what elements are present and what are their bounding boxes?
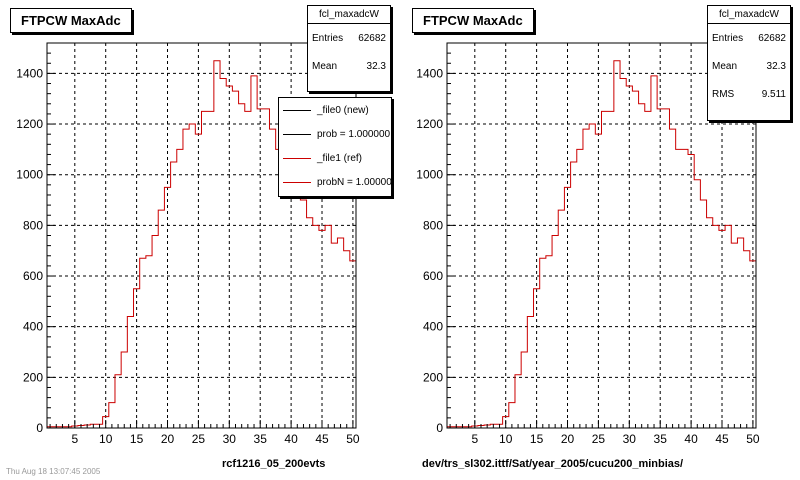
left-x-tick-label-5: 5	[71, 432, 78, 446]
right-histogram-series-0	[446, 60, 757, 428]
right-x-tick-label-15: 15	[530, 432, 544, 446]
left-stats-mean-value: 32.3	[366, 60, 386, 72]
left-x-tick-label-45: 45	[315, 432, 329, 446]
left-legend: _file0 (new) prob = 1.000000 _file1 (ref…	[278, 97, 392, 197]
right-stats-mean-value: 32.3	[766, 60, 786, 72]
right-stats-rms-value: 9.511	[761, 88, 786, 100]
right-x-tick-label-45: 45	[715, 432, 729, 446]
left-footer-label: rcf1216_05_200evts	[222, 458, 326, 470]
right-y-tick-label-0: 0	[436, 421, 443, 435]
right-footer-label: dev/trs_sl302.ittf/Sat/year_2005/cucu200…	[422, 458, 684, 470]
legend-label-file0: _file0 (new)	[317, 104, 369, 116]
left-y-tick-label-800: 800	[23, 218, 43, 232]
legend-entry-prob: prob = 1.000000	[279, 122, 391, 146]
left-stats-mean-row: Mean 32.3	[308, 52, 390, 80]
right-stats-rms-label: RMS	[712, 88, 735, 100]
right-x-tick-label-25: 25	[592, 432, 606, 446]
legend-swatch-file1	[283, 157, 311, 159]
left-x-tick-label-15: 15	[130, 432, 144, 446]
left-x-tick-label-40: 40	[284, 432, 298, 446]
left-x-tick-label-10: 10	[99, 432, 113, 446]
left-x-tick-label-30: 30	[223, 432, 237, 446]
left-stats-entries-label: Entries	[312, 32, 344, 44]
right-y-tick-label-1000: 1000	[416, 168, 443, 182]
right-stats-name: fcl_maxadcW	[708, 6, 790, 24]
left-x-tick-label-25: 25	[192, 432, 206, 446]
legend-swatch-probn	[283, 181, 311, 183]
legend-label-probn: probN = 1.000000	[317, 176, 392, 188]
left-y-tick-label-200: 200	[23, 370, 43, 384]
left-y-tick-label-0: 0	[36, 421, 43, 435]
right-x-tick-label-5: 5	[471, 432, 478, 446]
right-stats-entries-row: Entries 62682	[708, 24, 790, 52]
right-x-tick-label-40: 40	[684, 432, 698, 446]
left-y-tick-label-400: 400	[23, 320, 43, 334]
left-stats-entries-row: Entries 62682	[308, 24, 390, 52]
left-y-tick-label-1400: 1400	[16, 66, 43, 80]
legend-entry-file1: _file1 (ref)	[279, 146, 391, 170]
left-chart-title: FTPCW MaxAdc	[10, 8, 132, 33]
right-y-tick-label-200: 200	[423, 370, 443, 384]
legend-swatch-prob	[283, 133, 311, 135]
left-stats-name: fcl_maxadcW	[308, 6, 390, 24]
right-x-tick-label-20: 20	[561, 432, 575, 446]
right-chart-title: FTPCW MaxAdc	[412, 8, 534, 33]
right-x-tick-label-35: 35	[654, 432, 668, 446]
right-stats-rms-row: RMS 9.511	[708, 80, 790, 108]
left-y-tick-label-1000: 1000	[16, 168, 43, 182]
right-y-tick-label-1400: 1400	[416, 66, 443, 80]
left-stats-box: fcl_maxadcW Entries 62682 Mean 32.3	[307, 5, 391, 92]
legend-entry-file0: _file0 (new)	[279, 98, 391, 122]
legend-label-file1: _file1 (ref)	[317, 152, 363, 164]
right-x-tick-label-10: 10	[499, 432, 513, 446]
right-stats-entries-label: Entries	[712, 32, 744, 44]
right-y-tick-label-600: 600	[423, 269, 443, 283]
right-stats-box: fcl_maxadcW Entries 62682 Mean 32.3 RMS …	[707, 5, 791, 121]
right-x-tick-label-50: 50	[746, 432, 760, 446]
right-stats-entries-value: 62682	[758, 32, 786, 44]
left-stats-mean-label: Mean	[312, 60, 338, 72]
left-y-tick-label-600: 600	[23, 269, 43, 283]
left-x-tick-label-50: 50	[346, 432, 360, 446]
right-y-tick-label-800: 800	[423, 218, 443, 232]
right-x-tick-label-30: 30	[623, 432, 637, 446]
left-x-tick-label-35: 35	[254, 432, 268, 446]
legend-label-prob: prob = 1.000000	[317, 128, 391, 140]
left-histogram-series-0	[46, 60, 357, 428]
right-y-tick-label-400: 400	[423, 320, 443, 334]
right-stats-mean-row: Mean 32.3	[708, 52, 790, 80]
left-y-tick-label-1200: 1200	[16, 117, 43, 131]
timestamp: Thu Aug 18 13:07:45 2005	[6, 467, 101, 476]
left-stats-entries-value: 62682	[358, 32, 386, 44]
left-x-tick-label-20: 20	[161, 432, 175, 446]
right-stats-mean-label: Mean	[712, 60, 738, 72]
legend-swatch-file0	[283, 109, 311, 111]
right-y-tick-label-1200: 1200	[416, 117, 443, 131]
legend-entry-probn: probN = 1.000000	[279, 170, 391, 194]
